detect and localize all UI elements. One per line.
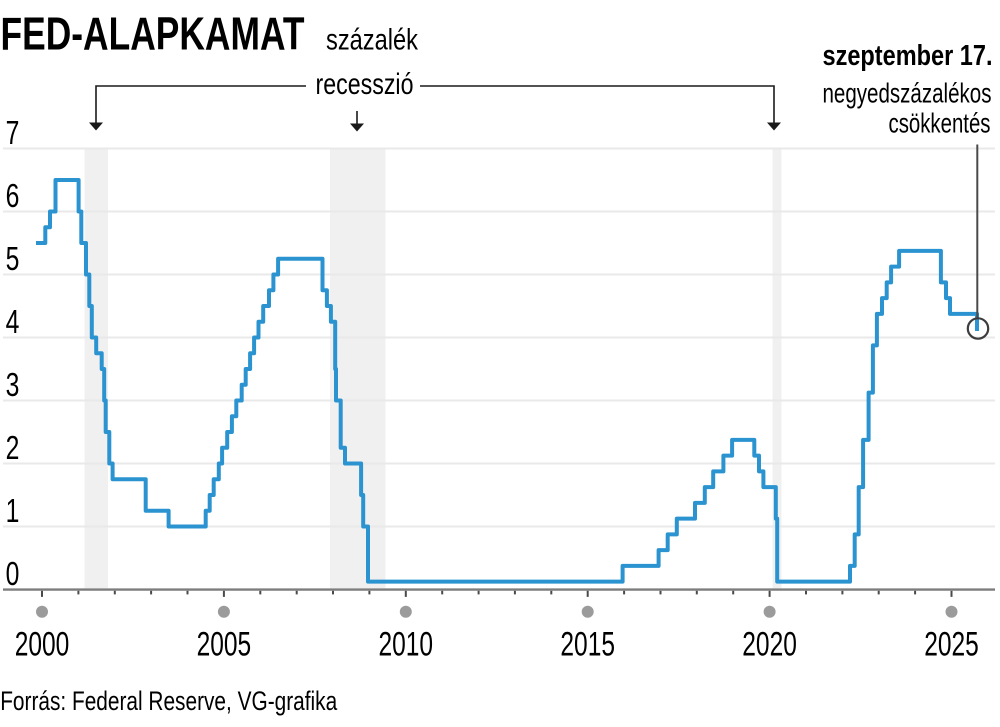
svg-text:2: 2 — [6, 431, 20, 467]
svg-text:Forrás: Federal Reserve, VG-gr: Forrás: Federal Reserve, VG-grafika — [0, 686, 338, 716]
svg-text:recesszió: recesszió — [316, 68, 414, 101]
svg-text:2020: 2020 — [742, 626, 797, 664]
svg-text:2010: 2010 — [378, 626, 433, 664]
svg-text:2005: 2005 — [197, 626, 252, 664]
svg-text:FED-ALAPKAMAT: FED-ALAPKAMAT — [1, 8, 305, 60]
svg-text:szeptember 17.: szeptember 17. — [823, 40, 993, 72]
svg-text:5: 5 — [6, 242, 20, 278]
svg-text:7: 7 — [6, 116, 20, 152]
svg-text:0: 0 — [6, 557, 20, 593]
svg-text:2025: 2025 — [924, 626, 979, 664]
svg-text:4: 4 — [6, 305, 20, 341]
svg-text:2015: 2015 — [560, 626, 615, 664]
svg-text:1: 1 — [6, 494, 20, 530]
svg-text:6: 6 — [6, 179, 20, 215]
svg-text:2000: 2000 — [15, 626, 70, 664]
svg-text:százalék: százalék — [326, 24, 419, 57]
svg-text:negyedszázalékos: negyedszázalékos — [823, 78, 992, 109]
svg-text:csökkentés: csökkentés — [889, 107, 991, 138]
svg-text:3: 3 — [6, 368, 20, 404]
